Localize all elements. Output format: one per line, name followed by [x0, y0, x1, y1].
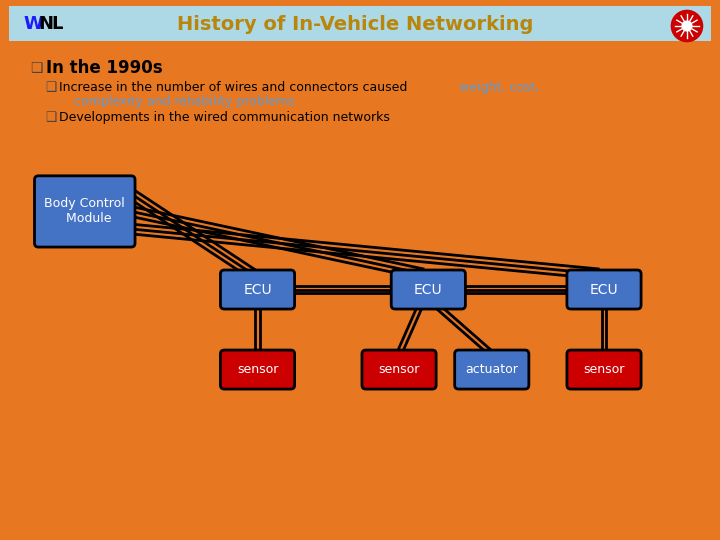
Text: ❑: ❑	[46, 111, 57, 124]
FancyBboxPatch shape	[454, 350, 529, 389]
Text: In the 1990s: In the 1990s	[46, 59, 162, 77]
Text: sensor: sensor	[378, 363, 420, 376]
Text: ECU: ECU	[414, 282, 443, 296]
Circle shape	[671, 10, 703, 42]
Text: ECU: ECU	[590, 282, 618, 296]
Text: Increase in the number of wires and connectors caused: Increase in the number of wires and conn…	[59, 81, 412, 94]
Text: weight, cost,: weight, cost,	[459, 81, 539, 94]
Text: complexity and reliability problems: complexity and reliability problems	[74, 94, 294, 107]
FancyBboxPatch shape	[220, 270, 294, 309]
Text: Developments in the wired communication networks: Developments in the wired communication …	[59, 111, 390, 124]
FancyBboxPatch shape	[220, 350, 294, 389]
Bar	[9, 6, 711, 40]
FancyBboxPatch shape	[567, 270, 641, 309]
Text: ❑: ❑	[46, 81, 57, 94]
FancyBboxPatch shape	[362, 350, 436, 389]
Circle shape	[682, 21, 692, 31]
Text: sensor: sensor	[583, 363, 625, 376]
Text: Body Control
  Module: Body Control Module	[45, 198, 125, 225]
Text: sensor: sensor	[237, 363, 278, 376]
FancyBboxPatch shape	[35, 176, 135, 247]
Text: N: N	[38, 15, 53, 33]
Text: W: W	[23, 15, 43, 33]
FancyBboxPatch shape	[391, 270, 465, 309]
Text: History of In-Vehicle Networking: History of In-Vehicle Networking	[177, 15, 534, 33]
FancyBboxPatch shape	[567, 350, 641, 389]
Text: ECU: ECU	[243, 282, 272, 296]
Text: ❑: ❑	[30, 61, 42, 75]
Text: L: L	[52, 15, 63, 33]
Text: actuator: actuator	[465, 363, 518, 376]
